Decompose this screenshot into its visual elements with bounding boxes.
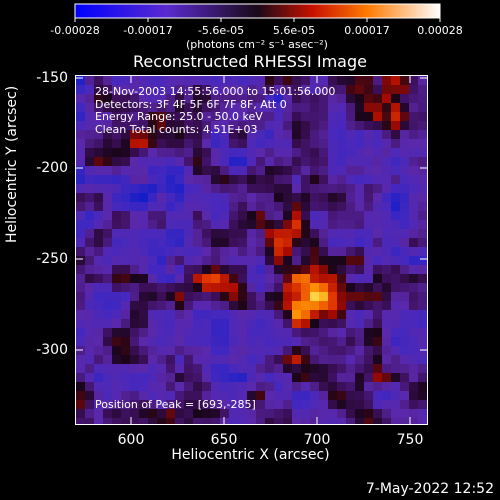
colorbar-tick-label: 0.00028 (417, 24, 463, 37)
detectors: Detectors: 3F 4F 5F 6F 7F 8F, Att 0 (95, 97, 287, 111)
time-range: 28-Nov-2003 14:55:56.000 to 15:01:56.000 (95, 85, 336, 98)
x-axis-label: Heliocentric X (arcsec) (171, 447, 330, 463)
x-tick-label: 650 (210, 432, 238, 448)
peak-position: Position of Peak = [693,-285] (95, 398, 256, 411)
observation-info: 28-Nov-2003 14:55:56.000 to 15:01:56.000… (95, 85, 336, 136)
y-tick-label: -300 (36, 342, 68, 358)
rhessi-image (76, 76, 427, 424)
plot-frame (75, 75, 428, 425)
plot-title: Reconstructed RHESSI Image (133, 52, 367, 71)
colorbar-tick-label: -0.00028 (50, 24, 100, 37)
colorbar-tick-label: -5.6e-05 (197, 24, 245, 37)
x-tick-label: 600 (117, 432, 145, 448)
y-tick-label: -200 (36, 160, 68, 176)
timestamp: 7-May-2022 12:52 (365, 481, 494, 497)
colorbar-units: (photons cm⁻² s⁻¹ asec⁻²) (186, 38, 328, 51)
colorbar-tick-label: 0.00017 (344, 24, 390, 37)
y-tick-label: -250 (36, 251, 68, 267)
clean-counts: Clean Total counts: 4.51E+03 (95, 122, 258, 136)
colorbar-tick-label: -0.00017 (123, 24, 173, 37)
y-tick-label: -150 (36, 70, 68, 86)
energy-range: Energy Range: 25.0 - 50.0 keV (95, 110, 263, 123)
colorbar (74, 3, 441, 19)
x-tick-label: 700 (303, 432, 331, 448)
x-tick-label: 750 (396, 432, 424, 448)
y-axis-label: Heliocentric Y (arcsec) (4, 85, 20, 243)
colorbar-tick-label: 5.6e-05 (272, 24, 316, 37)
